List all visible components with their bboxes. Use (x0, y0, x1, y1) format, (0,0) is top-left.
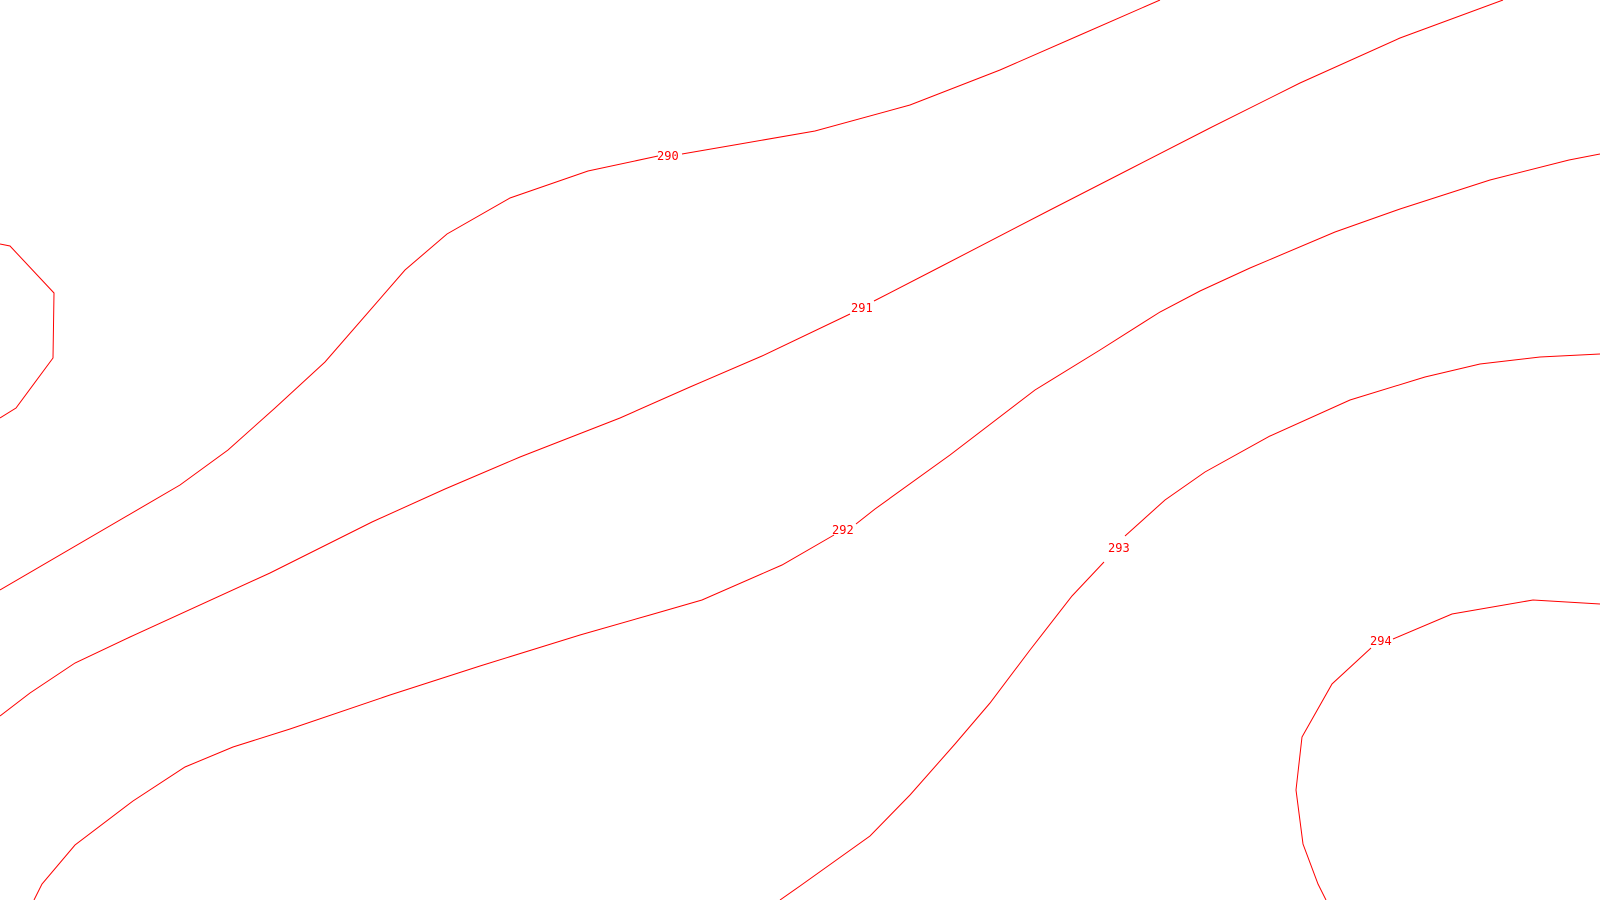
contour-line-291 (0, 313, 851, 717)
contour-line-292 (33, 534, 835, 900)
contour-label-293: 293 (1108, 541, 1130, 555)
contour-line-290 (0, 155, 659, 591)
contour-line-left-loop (0, 243, 55, 419)
contour-line-290 (681, 0, 1161, 155)
contour-line-293 (779, 561, 1105, 900)
contour-label-294: 294 (1370, 634, 1392, 648)
contour-label-291: 291 (851, 301, 873, 315)
contour-line-294 (1295, 647, 1372, 900)
contour-line-293 (1124, 353, 1600, 537)
contour-label-292: 292 (832, 523, 854, 537)
contour-line-291 (873, 0, 1504, 302)
contour-label-290: 290 (657, 149, 679, 163)
contour-line-292 (855, 153, 1600, 525)
contour-line-294 (1392, 599, 1600, 640)
